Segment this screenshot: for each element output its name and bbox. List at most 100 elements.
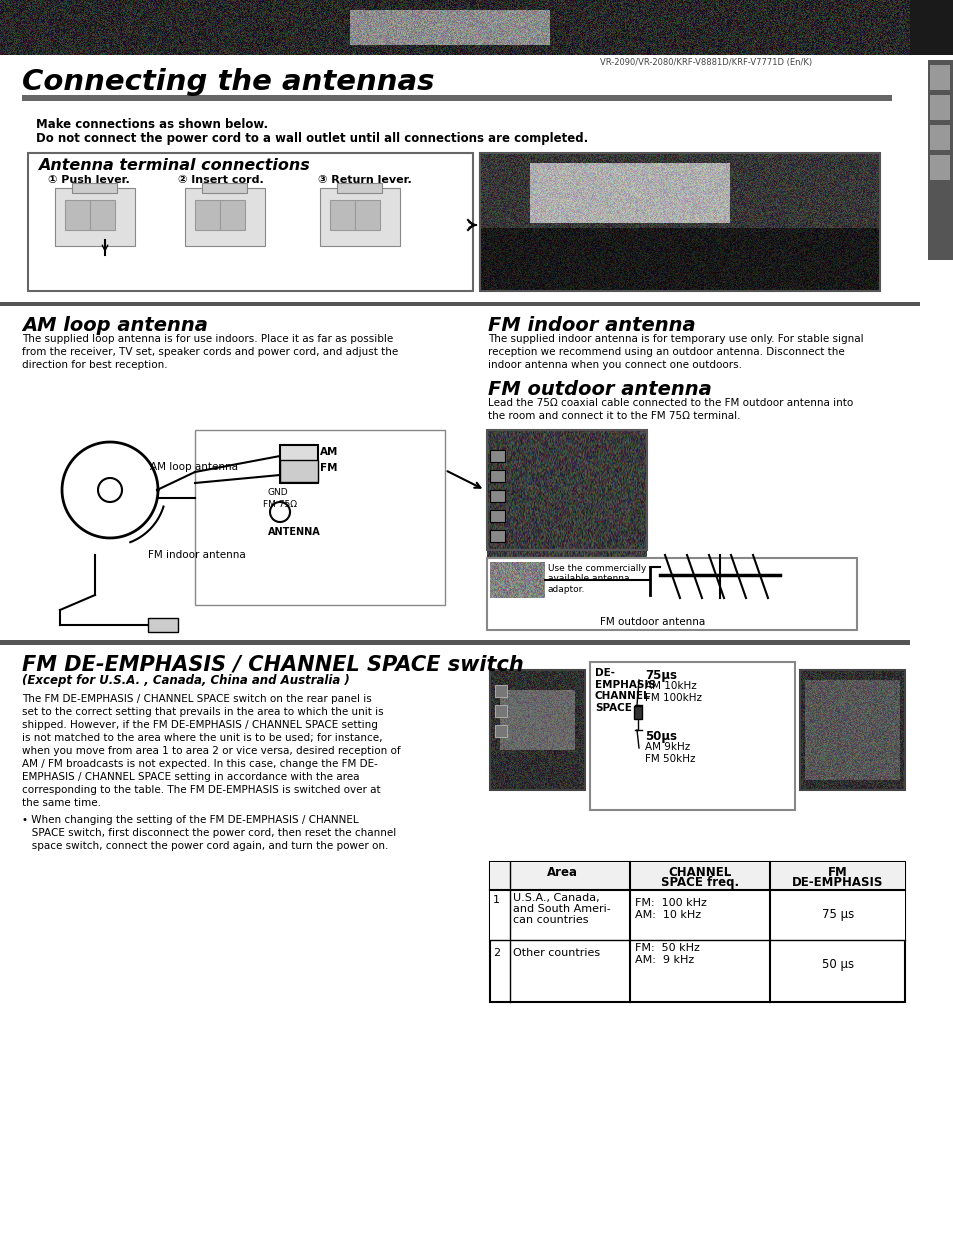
Text: The supplied indoor antenna is for temporary use only. For stable signal: The supplied indoor antenna is for tempo… — [488, 334, 862, 344]
Text: FM 100kHz: FM 100kHz — [644, 693, 701, 703]
Bar — [330, 200, 355, 230]
Text: FM 75Ω: FM 75Ω — [263, 501, 296, 509]
Text: 50μs: 50μs — [644, 730, 677, 743]
Text: FM indoor antenna: FM indoor antenna — [148, 550, 246, 560]
Bar — [486, 430, 646, 550]
Bar — [909, 0, 953, 54]
Bar — [220, 200, 245, 230]
Text: ③ Return lever.: ③ Return lever. — [317, 176, 412, 185]
Text: Connecting the antennas: Connecting the antennas — [22, 68, 434, 96]
Text: the room and connect it to the FM 75Ω terminal.: the room and connect it to the FM 75Ω te… — [488, 412, 740, 421]
Text: the same time.: the same time. — [22, 798, 101, 808]
Bar — [55, 188, 135, 246]
Bar — [336, 183, 381, 193]
Text: FM outdoor antenna: FM outdoor antenna — [488, 379, 711, 399]
Bar — [490, 450, 504, 462]
Text: indoor antenna when you connect one outdoors.: indoor antenna when you connect one outd… — [488, 360, 741, 370]
Text: FM:  100 kHz: FM: 100 kHz — [635, 899, 706, 908]
Text: ANTENNA: ANTENNA — [268, 527, 320, 536]
Bar — [490, 470, 504, 482]
Text: ① Push lever.: ① Push lever. — [48, 176, 130, 185]
Text: CHANNEL: CHANNEL — [668, 866, 731, 879]
Bar — [0, 640, 909, 645]
Bar — [90, 200, 115, 230]
Text: direction for best reception.: direction for best reception. — [22, 360, 168, 370]
Bar — [479, 153, 879, 290]
Text: The FM DE-EMPHASIS / CHANNEL SPACE switch on the rear panel is: The FM DE-EMPHASIS / CHANNEL SPACE switc… — [22, 693, 372, 705]
Text: set to the correct setting that prevails in the area to which the unit is: set to the correct setting that prevails… — [22, 707, 383, 717]
Text: AM 10kHz: AM 10kHz — [644, 681, 696, 691]
Text: 2: 2 — [493, 948, 499, 958]
Text: is not matched to the area where the unit is to be used; for instance,: is not matched to the area where the uni… — [22, 733, 382, 743]
Text: reception we recommend using an outdoor antenna. Disconnect the: reception we recommend using an outdoor … — [488, 347, 843, 357]
Text: AM loop antenna: AM loop antenna — [22, 316, 208, 335]
Text: 75 μs: 75 μs — [821, 908, 853, 921]
Bar — [490, 510, 504, 522]
Bar — [185, 188, 265, 246]
Bar — [71, 183, 117, 193]
Bar — [490, 890, 904, 941]
Text: FM indoor antenna: FM indoor antenna — [488, 316, 695, 335]
Bar — [495, 685, 506, 697]
Bar — [495, 705, 506, 717]
Bar — [929, 95, 949, 120]
Bar — [490, 530, 504, 543]
Text: EMPHASIS / CHANNEL SPACE setting in accordance with the area: EMPHASIS / CHANNEL SPACE setting in acco… — [22, 772, 359, 782]
Bar — [28, 153, 473, 290]
Text: 75μs: 75μs — [644, 669, 677, 682]
Text: AM: AM — [319, 447, 338, 457]
Text: when you move from area 1 to area 2 or vice versa, desired reception of: when you move from area 1 to area 2 or v… — [22, 747, 400, 756]
Text: FM DE-EMPHASIS / CHANNEL SPACE switch: FM DE-EMPHASIS / CHANNEL SPACE switch — [22, 655, 523, 675]
Bar — [194, 200, 220, 230]
Text: FM 50kHz: FM 50kHz — [644, 754, 695, 764]
Bar — [319, 188, 399, 246]
Text: AM:  9 kHz: AM: 9 kHz — [635, 955, 694, 965]
Bar — [486, 557, 856, 630]
Text: DE-EMPHASIS: DE-EMPHASIS — [792, 876, 882, 889]
Text: Do not connect the power cord to a wall outlet until all connections are complet: Do not connect the power cord to a wall … — [36, 132, 588, 145]
Text: (Except for U.S.A. , Canada, China and Australia ): (Except for U.S.A. , Canada, China and A… — [22, 674, 350, 687]
Text: 1: 1 — [493, 895, 499, 905]
Text: Make connections as shown below.: Make connections as shown below. — [36, 117, 268, 131]
Text: Area: Area — [546, 866, 577, 879]
Text: and South Ameri-: and South Ameri- — [513, 904, 610, 913]
Bar — [929, 125, 949, 150]
Text: Other countries: Other countries — [513, 948, 599, 958]
Text: FM outdoor antenna: FM outdoor antenna — [599, 617, 704, 627]
Text: 50 μs: 50 μs — [821, 958, 853, 971]
Bar — [194, 430, 444, 604]
Bar — [280, 445, 317, 483]
Bar — [634, 706, 641, 719]
Bar — [927, 61, 953, 260]
Text: SPACE switch, first disconnect the power cord, then reset the channel: SPACE switch, first disconnect the power… — [22, 828, 395, 838]
Bar — [490, 861, 904, 890]
Text: • When changing the setting of the FM DE-EMPHASIS / CHANNEL: • When changing the setting of the FM DE… — [22, 815, 358, 824]
Text: GND: GND — [268, 488, 289, 497]
Text: U.S.A., Canada,: U.S.A., Canada, — [513, 892, 599, 904]
Text: corresponding to the table. The FM DE-EMPHASIS is switched over at: corresponding to the table. The FM DE-EM… — [22, 785, 380, 795]
Text: SPACE freq.: SPACE freq. — [660, 876, 739, 889]
Text: Antenna terminal connections: Antenna terminal connections — [38, 158, 310, 173]
Text: AM loop antenna: AM loop antenna — [150, 462, 237, 472]
Text: can countries: can countries — [513, 915, 588, 925]
Bar — [202, 183, 247, 193]
Text: VR-2090/VR-2080/KRF-V8881D/KRF-V7771D (En/K): VR-2090/VR-2080/KRF-V8881D/KRF-V7771D (E… — [599, 58, 811, 67]
Text: AM / FM broadcasts is not expected. In this case, change the FM DE-: AM / FM broadcasts is not expected. In t… — [22, 759, 377, 769]
Text: DE-
EMPHASIS
CHANNEL
SPACE: DE- EMPHASIS CHANNEL SPACE — [595, 667, 655, 713]
Text: space switch, connect the power cord again, and turn the power on.: space switch, connect the power cord aga… — [22, 840, 388, 852]
Text: FM: FM — [319, 464, 337, 473]
Bar — [22, 95, 891, 101]
Bar — [490, 861, 904, 1002]
Text: from the receiver, TV set, speaker cords and power cord, and adjust the: from the receiver, TV set, speaker cords… — [22, 347, 397, 357]
Bar — [490, 670, 584, 790]
Text: Lead the 75Ω coaxial cable connected to the FM outdoor antenna into: Lead the 75Ω coaxial cable connected to … — [488, 398, 852, 408]
Text: shipped. However, if the FM DE-EMPHASIS / CHANNEL SPACE setting: shipped. However, if the FM DE-EMPHASIS … — [22, 721, 377, 730]
Bar — [280, 460, 317, 482]
Text: AM 9kHz: AM 9kHz — [644, 742, 690, 751]
Bar — [490, 489, 504, 502]
Bar — [148, 618, 178, 632]
Text: Use the commercially
available antenna
adaptor.: Use the commercially available antenna a… — [547, 564, 646, 593]
Bar — [0, 302, 919, 307]
Text: AM:  10 kHz: AM: 10 kHz — [635, 910, 700, 920]
Text: FM:  50 kHz: FM: 50 kHz — [635, 943, 700, 953]
